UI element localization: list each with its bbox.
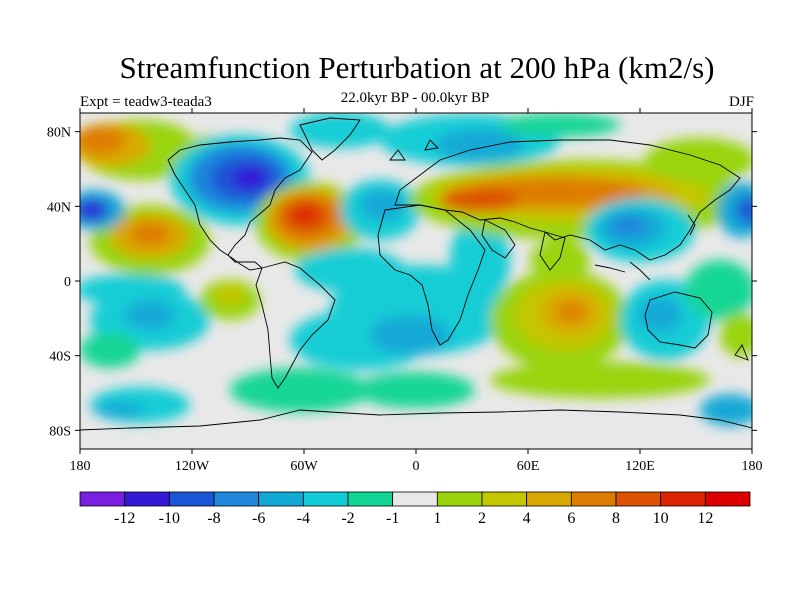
colorbar-label: 10: [653, 510, 669, 527]
colorbar-label: -6: [252, 510, 265, 527]
lat-label: 40N: [47, 200, 71, 215]
lon-label: 60E: [517, 459, 540, 474]
colorbar-label: 1: [433, 510, 441, 527]
field-area: [558, 302, 586, 322]
lon-label: 120W: [175, 459, 210, 474]
field-area: [80, 332, 140, 368]
field-area: [490, 362, 710, 398]
colorbar-swatch: [168, 491, 215, 507]
lat-label: 40S: [49, 350, 71, 365]
field-area: [450, 215, 510, 305]
field-area: [530, 240, 590, 280]
colorbar-label: -1: [386, 510, 399, 527]
colorbar-label: -8: [207, 510, 220, 527]
lon-label: 120E: [625, 459, 655, 474]
field-area: [435, 129, 525, 161]
coastline-africa: [377, 204, 486, 346]
colorbar-swatch: [79, 491, 126, 507]
colorbar: -12 -10 -8 -6 -4 -2 -1 1 2 4 6 8 10 12: [79, 491, 751, 527]
colorbar-label: 12: [697, 510, 713, 527]
map-panel: [80, 113, 752, 449]
field-area: [440, 188, 520, 212]
map-title: Streamfunction Perturbation at 200 hPa (…: [119, 50, 715, 85]
colorbar-swatch: [660, 491, 706, 507]
colorbar-label: -4: [297, 510, 310, 527]
field-area: [736, 196, 752, 224]
coastline-australia: [644, 291, 713, 349]
lat-label: 80N: [47, 126, 71, 141]
latitude-labels: 80N 40N 0 40S 80S: [47, 126, 71, 440]
field-area: [290, 113, 390, 148]
colorbar-label: 8: [612, 510, 620, 527]
coastlines: [80, 117, 752, 431]
colorbar-swatch: [213, 491, 260, 507]
coastline-antarctica: [80, 409, 752, 431]
lon-label: 0: [413, 459, 420, 474]
colorbar-label: 2: [478, 510, 486, 527]
colorbar-swatch: [124, 491, 170, 507]
colorbar-label: -2: [341, 510, 354, 527]
coastline-india: [539, 231, 566, 271]
lon-label: 180: [742, 459, 763, 474]
coastline-north-america: [167, 137, 313, 271]
field-area: [685, 260, 752, 320]
colorbar-swatch: [615, 491, 662, 507]
field-area: [130, 222, 170, 246]
colorbar-swatch: [436, 491, 483, 507]
colorbar-swatch: [302, 491, 349, 507]
lon-label: 60W: [290, 459, 318, 474]
field-area: [125, 300, 175, 330]
field-area: [355, 372, 475, 408]
colorbar-label: 4: [523, 510, 531, 527]
field-area: [292, 206, 318, 224]
coastline-greenland: [299, 117, 361, 161]
coastline-south-america: [255, 261, 336, 389]
colorbar-swatch: [704, 491, 751, 507]
field-area: [215, 285, 245, 305]
lon-label: 180: [70, 459, 91, 474]
field-area: [232, 166, 268, 190]
field-area: [80, 126, 125, 154]
field-area: [717, 182, 752, 238]
colorbar-swatch: [392, 491, 438, 507]
field-area: [700, 394, 752, 426]
colorbar-swatch: [570, 491, 617, 507]
field-area: [80, 203, 100, 217]
coastline-arabia: [481, 219, 516, 259]
lat-label: 0: [64, 275, 71, 290]
colorbar-swatch: [526, 491, 572, 507]
period-label: 22.0kyr BP - 00.0kyr BP: [340, 90, 490, 106]
longitude-labels: 180 120W 60W 0 60E 120E 180: [70, 459, 763, 474]
axis-ticks: [75, 108, 757, 454]
experiment-label: Expt = teadw3-teada3: [80, 94, 212, 110]
lat-label: 80S: [49, 424, 71, 439]
field-area: [500, 113, 620, 137]
colorbar-swatch: [258, 491, 304, 507]
coastline-eurasia: [394, 139, 741, 261]
field-area: [230, 368, 370, 412]
field-area: [360, 189, 404, 221]
field-area: [95, 402, 145, 418]
colorbar-label: -12: [114, 510, 135, 527]
field-area: [720, 313, 752, 357]
colorbar-swatch: [347, 491, 394, 507]
colorbar-label: -10: [159, 510, 180, 527]
field-area: [610, 216, 646, 236]
field-area: [645, 138, 752, 182]
coastline-islands: [389, 139, 749, 361]
colorbar-swatch: [481, 491, 528, 507]
colorbar-label: 6: [567, 510, 575, 527]
season-label: DJF: [728, 94, 754, 110]
field-area: [370, 315, 450, 355]
field-area: [638, 297, 682, 333]
